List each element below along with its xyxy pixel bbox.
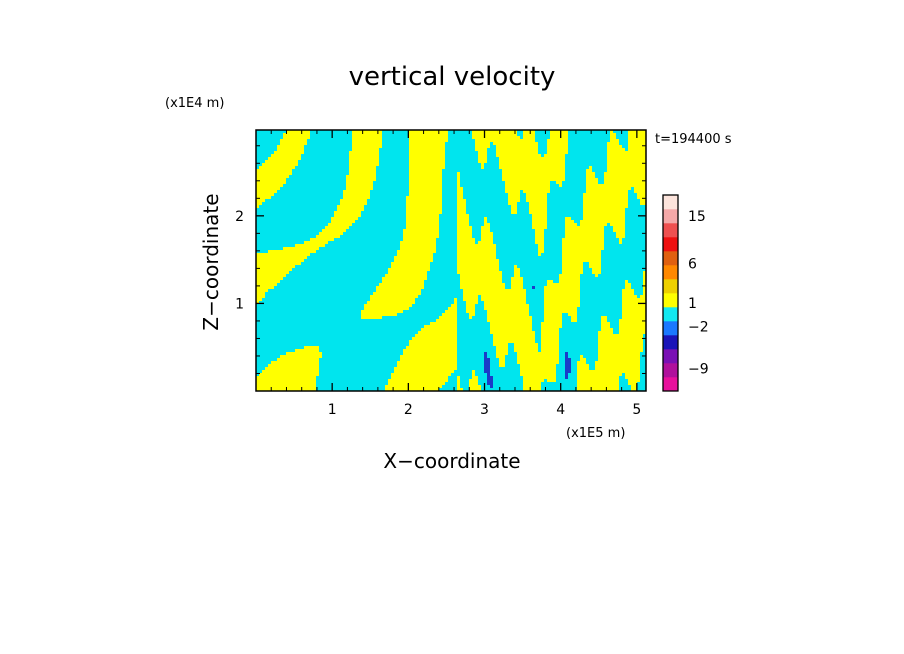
x-tick-label: 5 [632,402,641,418]
y-tick-labels: 12 [235,209,244,313]
y-tick-label: 1 [235,296,244,312]
colorbar-tick-label: −9 [688,362,709,378]
colorbar-tick-label: 15 [688,209,706,225]
colorbar-segment [663,251,678,266]
colorbar-frame [662,194,679,392]
colorbar-segment [663,223,678,238]
colorbar-segment [663,265,678,280]
colorbar-segment [663,349,678,364]
x-tick-label: 3 [480,402,489,418]
x-tick-label: 4 [556,402,565,418]
colorbar-segment [663,377,678,392]
axis-ticks [256,130,646,391]
colorbar-segment [663,237,678,252]
colorbar-segment [663,321,678,336]
colorbar-tick-labels: 15 6 1 −2 −9 [688,209,709,378]
colorbar-segment [663,195,678,210]
colorbar-segment [663,335,678,350]
x-scale-label: (x1E5 m) [566,426,625,441]
colorbar-tick-label: −2 [688,320,709,336]
x-tick-label: 1 [328,402,337,418]
x-tick-label: 2 [404,402,413,418]
colorbar-tick-label: 1 [688,296,697,312]
y-axis-title: Z−coordinate [199,193,223,330]
colorbar [662,194,679,392]
y-tick-label: 2 [235,209,244,225]
colorbar-tick-label: 6 [688,257,697,273]
velocity-field [256,130,646,391]
plot-frame [255,129,647,392]
colorbar-segment [663,307,678,322]
y-scale-label: (x1E4 m) [165,96,224,111]
time-label: t=194400 s [655,132,732,147]
x-axis-title: X−coordinate [383,449,520,473]
colorbar-segment [663,209,678,224]
colorbar-segment [663,279,678,294]
colorbar-segment [663,363,678,378]
chart-title: vertical velocity [349,62,556,92]
x-tick-labels: 1 2 3 4 5 [328,402,642,418]
colorbar-segment [663,293,678,308]
